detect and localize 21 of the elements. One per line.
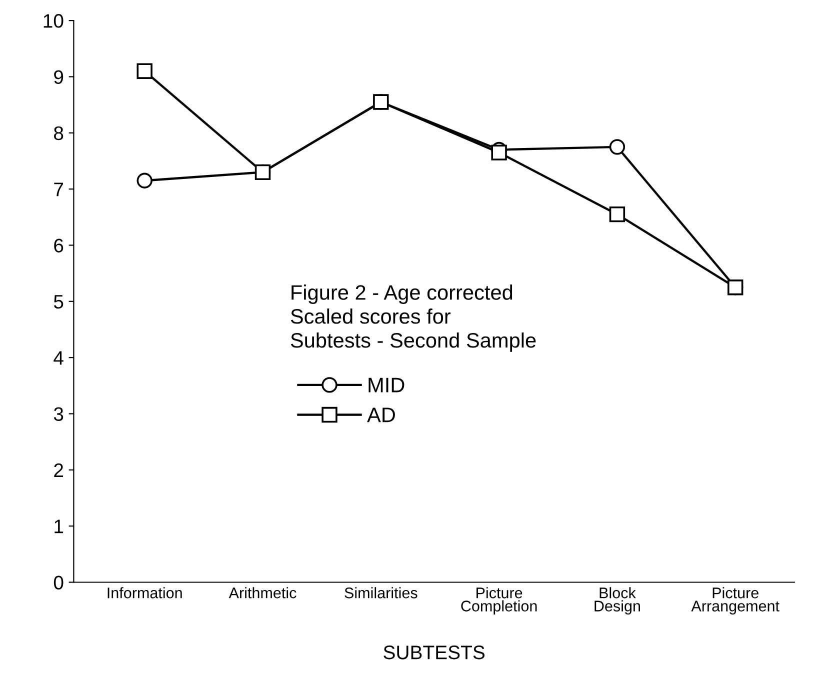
y-tick-label: 6 <box>54 238 64 252</box>
y-tick-label: 5 <box>54 295 64 309</box>
y-tick-label: 4 <box>54 351 64 365</box>
y-tick-label: 7 <box>54 182 64 196</box>
y-tick-label: 1 <box>54 520 64 534</box>
x-axis-title: SUBTESTS <box>384 646 484 660</box>
y-tick-label: 0 <box>54 576 64 590</box>
y-tick-label: 9 <box>54 70 64 84</box>
text: Figure 2 - Age corrected Scaled scores for Subtests - Second Sample <box>290 284 536 352</box>
y-tick-label: 3 <box>54 407 64 421</box>
x-tick-label: Picture Arrangement <box>691 587 780 614</box>
x-tick-label: Block Design <box>594 587 640 614</box>
y-tick-label: 10 <box>44 14 64 28</box>
x-tick-label: Information <box>108 587 182 598</box>
y-tick-label: 2 <box>54 463 64 477</box>
y-tick-label: 8 <box>54 126 64 140</box>
x-tick-label: Arithmetic <box>228 587 296 598</box>
x-tick-label: Picture Completion <box>461 587 537 614</box>
legend-label: MID <box>368 378 404 392</box>
legend-label: AD <box>367 408 395 422</box>
x-tick-label: Similarities <box>344 587 418 598</box>
